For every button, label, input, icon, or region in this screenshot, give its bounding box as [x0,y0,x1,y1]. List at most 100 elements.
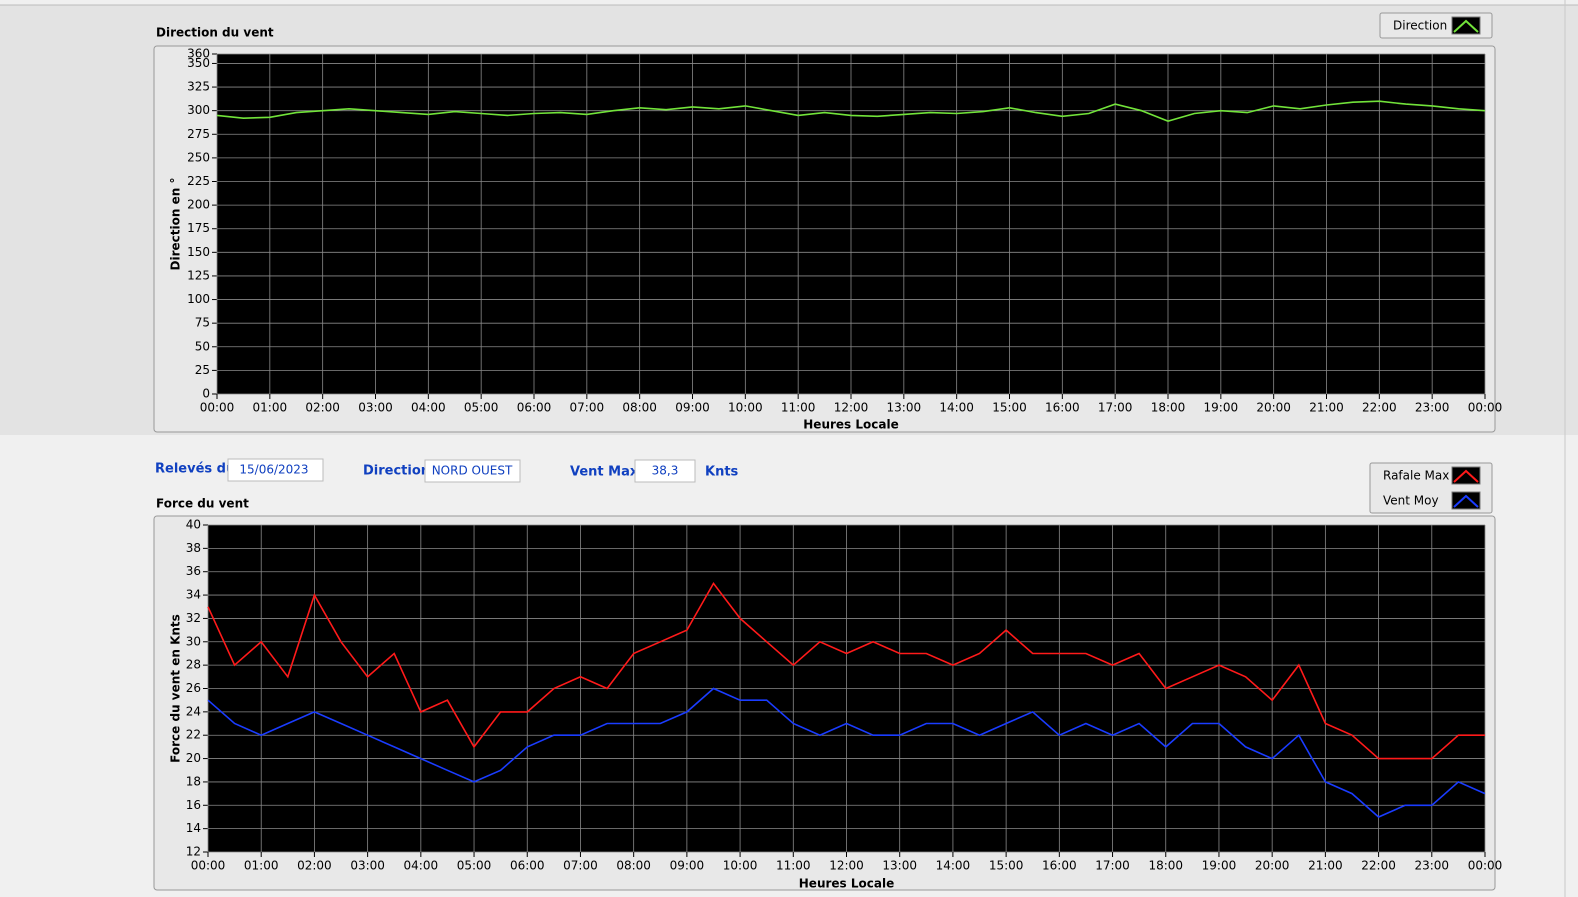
x-axis-label: Heures Locale [803,418,898,432]
y-tick-label: 32 [186,611,201,625]
x-tick-label: 09:00 [675,401,710,415]
y-tick-label: 40 [186,518,201,532]
y-tick-label: 38 [186,541,201,555]
x-tick-label: 08:00 [616,859,651,873]
x-tick-label: 06:00 [517,401,552,415]
x-tick-label: 01:00 [244,859,279,873]
y-tick-label: 0 [202,387,210,401]
x-tick-label: 08:00 [622,401,657,415]
y-tick-label: 18 [186,774,201,788]
x-tick-label: 17:00 [1098,401,1133,415]
legend-label: Vent Moy [1383,494,1439,508]
x-axis-label: Heures Locale [799,877,894,891]
y-tick-label: 16 [186,798,201,812]
y-tick-label: 175 [187,221,210,235]
x-tick-label: 16:00 [1045,401,1080,415]
x-tick-label: 22:00 [1361,859,1396,873]
x-tick-label: 02:00 [305,401,340,415]
y-tick-label: 250 [187,150,210,164]
y-tick-label: 360 [187,47,210,61]
x-tick-label: 21:00 [1309,401,1344,415]
y-tick-label: 25 [195,363,210,377]
y-axis-label: Force du vent en Knts [169,614,183,763]
vmax-value: 38,3 [652,464,679,478]
chart-title: Force du vent [156,497,249,511]
x-tick-label: 10:00 [728,401,763,415]
x-tick-label: 02:00 [297,859,332,873]
x-tick-label: 09:00 [670,859,705,873]
x-tick-label: 04:00 [411,401,446,415]
y-tick-label: 24 [186,704,201,718]
x-tick-label: 15:00 [989,859,1024,873]
y-tick-label: 14 [186,821,201,835]
x-tick-label: 00:00 [1468,859,1503,873]
y-tick-label: 28 [186,658,201,672]
y-tick-label: 75 [195,316,210,330]
x-tick-label: 14:00 [936,859,971,873]
y-tick-label: 26 [186,681,201,695]
x-tick-label: 17:00 [1095,859,1130,873]
legend-swatch [1453,469,1479,483]
x-tick-label: 07:00 [570,401,605,415]
y-tick-label: 150 [187,245,210,259]
x-tick-label: 03:00 [350,859,385,873]
x-tick-label: 00:00 [1468,401,1503,415]
y-tick-label: 50 [195,339,210,353]
y-tick-label: 12 [186,845,201,859]
legend-swatch [1453,19,1479,33]
y-tick-label: 325 [187,80,210,94]
y-tick-label: 22 [186,728,201,742]
legend-icon [1451,16,1481,35]
x-tick-label: 13:00 [882,859,917,873]
vmax-label: Vent Max [570,465,639,480]
chart-title: Direction du vent [156,26,274,40]
y-tick-label: 300 [187,103,210,117]
x-tick-label: 04:00 [404,859,439,873]
direction-box[interactable] [424,459,521,483]
x-tick-label: 00:00 [191,859,226,873]
date-label: Relevés du [155,462,235,477]
x-tick-label: 03:00 [358,401,393,415]
legend-icon [1451,466,1481,485]
x-tick-label: 20:00 [1256,401,1291,415]
y-tick-label: 200 [187,198,210,212]
legend-label: Rafale Max [1383,469,1449,483]
y-tick-label: 225 [187,174,210,188]
x-tick-label: 19:00 [1204,401,1239,415]
vmax-box[interactable] [634,459,696,483]
x-tick-label: 07:00 [563,859,598,873]
x-tick-label: 21:00 [1308,859,1343,873]
direction-value: NORD OUEST [432,464,513,478]
x-tick-label: 00:00 [200,401,235,415]
x-tick-label: 23:00 [1414,859,1449,873]
x-tick-label: 22:00 [1362,401,1397,415]
x-tick-label: 11:00 [781,401,816,415]
data-line [207,581,1485,760]
legend-swatch [1453,494,1479,508]
direction-label: Direction [363,464,430,479]
x-tick-label: 23:00 [1415,401,1450,415]
x-tick-label: 06:00 [510,859,545,873]
x-tick-label: 10:00 [723,859,758,873]
date-box[interactable] [227,458,324,482]
legend-label: Direction [1393,19,1447,33]
y-tick-label: 125 [187,268,210,282]
data-line [216,100,1486,122]
vmax-unit: Knts [705,465,739,480]
x-tick-label: 12:00 [829,859,864,873]
y-tick-label: 20 [186,751,201,765]
y-tick-label: 350 [187,56,210,70]
x-tick-label: 05:00 [457,859,492,873]
x-tick-label: 16:00 [1042,859,1077,873]
x-tick-label: 01:00 [253,401,288,415]
y-tick-label: 275 [187,127,210,141]
y-tick-label: 34 [186,588,201,602]
x-tick-label: 18:00 [1148,859,1183,873]
x-tick-label: 19:00 [1202,859,1237,873]
x-tick-label: 20:00 [1255,859,1290,873]
y-tick-label: 36 [186,564,201,578]
legend-icon [1451,491,1481,510]
x-tick-label: 15:00 [992,401,1027,415]
